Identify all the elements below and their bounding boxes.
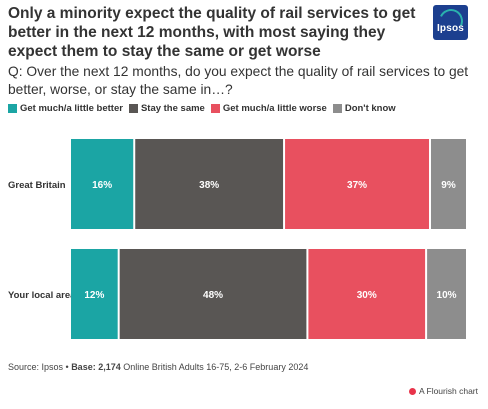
data-label-dont-know: 10% bbox=[437, 290, 457, 301]
ipsos-logo: Ipsos bbox=[433, 5, 468, 40]
chart-subtitle: Q: Over the next 12 months, do you expec… bbox=[8, 64, 469, 97]
flourish-credit-text: A Flourish chart bbox=[418, 386, 478, 396]
legend-item-same[interactable]: Stay the same bbox=[128, 103, 205, 114]
chart-title: Only a minority expect the quality of ra… bbox=[8, 5, 416, 60]
flourish-credit[interactable]: A Flourish chart bbox=[408, 386, 478, 396]
bar-segment-better[interactable] bbox=[71, 139, 134, 229]
bar-segment-dont-know[interactable] bbox=[430, 139, 466, 229]
legend-item-dont-know[interactable]: Don't know bbox=[332, 103, 396, 114]
data-label-better: 16% bbox=[92, 180, 112, 191]
data-label-same: 48% bbox=[203, 290, 223, 301]
chart-footer: Source: Ipsos • Base: 2,174 Online Briti… bbox=[8, 362, 308, 372]
footer-base-label: Base: 2,174 bbox=[71, 362, 121, 372]
category-label: Great Britain bbox=[8, 180, 66, 191]
legend-swatch-better bbox=[8, 104, 17, 113]
data-label-same: 38% bbox=[199, 180, 219, 191]
bar-segment-worse[interactable] bbox=[308, 249, 426, 339]
footer-base-description: Online British Adults 16-75, 2-6 Februar… bbox=[120, 362, 309, 372]
bar-segment-same[interactable] bbox=[135, 139, 284, 229]
legend-label-same: Stay the same bbox=[140, 103, 205, 114]
flourish-logo-icon bbox=[408, 387, 416, 395]
legend-swatch-worse bbox=[210, 104, 220, 113]
bar-segment-same[interactable] bbox=[119, 249, 307, 339]
data-label-dont-know: 9% bbox=[441, 180, 456, 191]
legend-swatch-same bbox=[128, 104, 138, 113]
stacked-bar-chart: Great Britain 16% 38% 37% 9% Your local area 1… bbox=[8, 139, 466, 339]
logo-text: Ipsos bbox=[436, 23, 465, 34]
bar-segment-worse[interactable] bbox=[285, 139, 429, 229]
legend-swatch-dont-know bbox=[332, 104, 342, 113]
legend-label-worse: Get much/a little worse bbox=[222, 103, 327, 114]
data-label-better: 12% bbox=[84, 290, 104, 301]
category-label: Your local area bbox=[8, 290, 76, 301]
legend-item-better[interactable]: Get much/a little better bbox=[8, 103, 123, 114]
footer-source: Source: Ipsos • bbox=[8, 362, 72, 372]
bar-segment-dont-know[interactable] bbox=[427, 249, 466, 339]
chart-legend: Get much/a little better Stay the same G… bbox=[8, 103, 396, 114]
legend-label-better: Get much/a little better bbox=[20, 103, 123, 114]
legend-item-worse[interactable]: Get much/a little worse bbox=[210, 103, 327, 114]
bar-segment-better[interactable] bbox=[71, 249, 118, 339]
data-label-worse: 37% bbox=[347, 180, 367, 191]
legend-label-dont-know: Don't know bbox=[344, 103, 396, 114]
data-label-worse: 30% bbox=[357, 290, 377, 301]
